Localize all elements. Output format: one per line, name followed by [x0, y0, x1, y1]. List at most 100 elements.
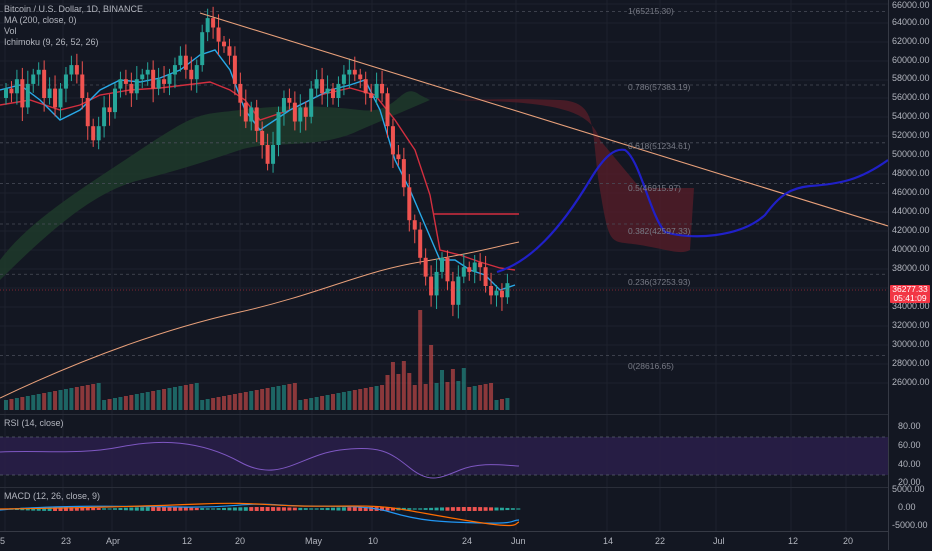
volume-bar	[20, 397, 25, 410]
macd-hist-bar	[129, 507, 134, 511]
rsi-indicator-label[interactable]: RSI (14, close)	[4, 418, 64, 428]
time-tick: 22	[655, 536, 666, 546]
candle-body	[358, 74, 363, 80]
candle-body	[249, 107, 254, 122]
time-tick: 5	[0, 536, 6, 546]
macd-hist-bar	[429, 507, 434, 511]
candle-body	[211, 18, 216, 28]
symbol-title[interactable]: Bitcoin / U.S. Dollar, 1D, BINANCE	[4, 4, 144, 14]
volume-bar	[189, 384, 194, 410]
candle-body	[134, 79, 139, 94]
macd-hist-bar	[58, 507, 63, 511]
volume-bar	[129, 395, 134, 410]
volume-bar	[96, 383, 101, 410]
volume-bar	[314, 397, 319, 410]
price-projection-path[interactable]	[496, 148, 888, 274]
candle-body	[151, 69, 156, 89]
macd-hist-bar	[216, 508, 221, 510]
candle-body	[69, 65, 74, 75]
pane-separator-rsi[interactable]	[0, 414, 888, 415]
candle-body	[265, 145, 270, 164]
volume-bar	[374, 386, 379, 410]
candle-body	[200, 32, 205, 66]
macd-hist-bar	[281, 507, 286, 511]
volume-bar	[167, 388, 172, 410]
volume-bar	[74, 387, 79, 410]
rsi-band	[0, 437, 888, 475]
fib-label: 1(65215.30)	[628, 6, 674, 16]
candle-body	[260, 130, 265, 145]
volume-bar	[36, 394, 41, 410]
macd-hist-bar	[390, 507, 395, 511]
candle-body	[494, 290, 499, 296]
volume-bar	[205, 399, 210, 410]
candle-body	[183, 55, 188, 70]
price-axis[interactable]: 66000.00 64000.00 62000.00 60000.00 5800…	[888, 0, 932, 550]
macd-hist-bar	[156, 507, 161, 511]
volume-bar	[85, 385, 90, 410]
macd-indicator-label[interactable]: MACD (12, 26, close, 9)	[4, 491, 101, 501]
price-tick: 50000.00	[892, 149, 930, 159]
macd-hist-bar	[423, 508, 428, 510]
macd-signal-line	[0, 502, 520, 527]
time-axis[interactable]: 5 23 Apr 12 20 May 10 24 Jun 14 22 Jul 1…	[0, 531, 888, 551]
volume-bar	[456, 381, 461, 410]
volume-bar	[238, 393, 243, 410]
volume-bar	[4, 400, 8, 410]
volume-bar	[232, 394, 237, 410]
candle-body	[102, 107, 107, 127]
candle-body	[96, 126, 101, 141]
macd-hist-bar	[200, 508, 205, 510]
macd-hist-bar	[505, 507, 510, 511]
volume-bar	[107, 399, 112, 410]
macd-hist-bar	[243, 507, 248, 511]
candle-body	[303, 107, 308, 117]
price-tick: 58000.00	[892, 73, 930, 83]
candle-body	[292, 102, 297, 122]
candle-body	[499, 290, 504, 298]
ma-200-line	[0, 241, 520, 399]
volume-bar	[309, 398, 314, 410]
volume-bar	[445, 382, 450, 410]
ichimoku-indicator-label[interactable]: Ichimoku (9, 26, 52, 26)	[4, 37, 99, 47]
macd-hist-bar	[347, 507, 352, 511]
candle-body	[85, 98, 90, 127]
candle-body	[418, 229, 423, 258]
volume-indicator-label[interactable]: Vol	[4, 26, 17, 36]
price-tick: 30000.00	[892, 339, 930, 349]
macd-hist-bar	[489, 507, 494, 511]
candle-body	[369, 93, 374, 98]
candle-body	[352, 69, 357, 75]
candlesticks	[4, 6, 510, 319]
candle-body	[456, 276, 461, 305]
volume-bar	[200, 400, 205, 410]
candle-body	[320, 79, 325, 94]
candle-body	[287, 98, 292, 103]
volume-bar	[461, 368, 466, 410]
macd-hist-bar	[510, 508, 515, 510]
ma-indicator-label[interactable]: MA (200, close, 0)	[4, 15, 77, 25]
volume-bar	[407, 373, 412, 410]
volume-bar	[265, 388, 270, 410]
price-tick: 32000.00	[892, 320, 930, 330]
time-tick: 24	[462, 536, 473, 546]
volume-bar	[352, 390, 357, 410]
macd-hist-bar	[380, 507, 385, 511]
pane-separator-macd[interactable]	[0, 487, 888, 488]
volume-bar	[123, 396, 128, 410]
volume-bar	[450, 369, 455, 410]
chart-canvas[interactable]	[0, 0, 888, 531]
volume-bar	[118, 397, 123, 410]
volume-bar	[412, 385, 417, 410]
descending-trendline[interactable]	[199, 12, 888, 227]
candle-body	[461, 267, 466, 277]
macd-hist-bar	[363, 507, 368, 511]
candle-body	[243, 102, 248, 122]
price-tick: 66000.00	[892, 0, 930, 10]
candle-body	[407, 187, 412, 221]
price-tick: 46000.00	[892, 187, 930, 197]
candle-body	[25, 83, 30, 108]
macd-hist-bar	[260, 507, 265, 511]
macd-hist-bar	[102, 508, 107, 510]
macd-hist-bar	[369, 507, 374, 511]
